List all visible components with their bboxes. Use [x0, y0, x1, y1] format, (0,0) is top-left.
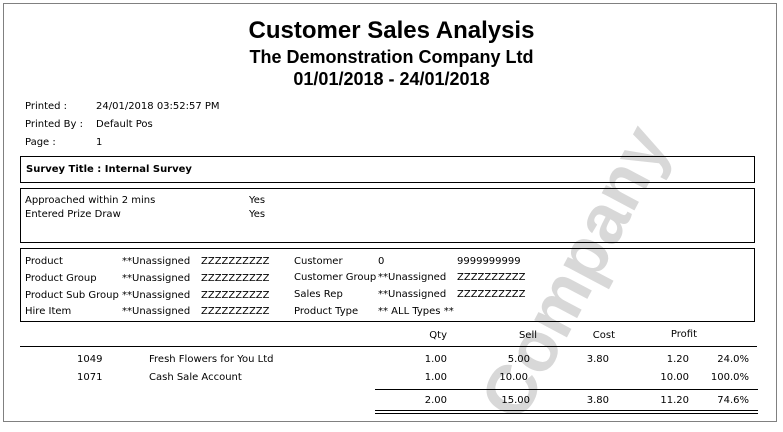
- survey-answer: Yes: [249, 209, 266, 220]
- printed-value: 24/01/2018 03:52:57 PM: [96, 101, 220, 112]
- col-qty-header: Qty: [429, 330, 447, 341]
- filter-label: Customer: [294, 256, 343, 267]
- filter-to: ZZZZZZZZZZ: [201, 306, 270, 317]
- total-profit-pct: 74.6%: [717, 395, 749, 406]
- filter-from: **Unassigned: [378, 272, 447, 283]
- filter-to: 9999999999: [457, 256, 521, 267]
- row-code: 1071: [77, 372, 103, 383]
- survey-answer: Yes: [249, 195, 266, 206]
- filter-from: **Unassigned: [122, 306, 191, 317]
- printed-by-label: Printed By :: [25, 119, 84, 130]
- survey-question: Entered Prize Draw: [25, 209, 121, 220]
- filter-label: Hire Item: [25, 306, 72, 317]
- row-code: 1049: [77, 354, 103, 365]
- row-customer-name: Fresh Flowers for You Ltd: [149, 354, 274, 365]
- total-qty: 2.00: [424, 395, 447, 406]
- col-sell-header: Sell: [518, 330, 537, 341]
- total-profit: 11.20: [660, 395, 689, 406]
- filter-from: **Unassigned: [122, 256, 191, 267]
- filter-to: ZZZZZZZZZZ: [201, 256, 270, 267]
- col-profit-header: Profit: [670, 329, 697, 340]
- filter-label: Sales Rep: [294, 289, 343, 300]
- row-customer-name: Cash Sale Account: [149, 372, 242, 383]
- totals-divider: [375, 389, 758, 390]
- row-profit: 1.20: [666, 354, 689, 365]
- row-qty: 1.00: [424, 354, 447, 365]
- printed-label: Printed :: [25, 101, 68, 112]
- report-title: Customer Sales Analysis: [248, 17, 535, 44]
- survey-title-box: [20, 156, 755, 183]
- filter-label: Product Group: [25, 273, 97, 284]
- totals-double-underline-top: [375, 410, 758, 411]
- filter-label: Customer Group: [294, 272, 377, 283]
- survey-answers-box: [20, 188, 755, 243]
- printed-by-value: Default Pos: [96, 119, 153, 130]
- row-qty: 1.00: [424, 372, 447, 383]
- totals-double-underline-bottom: [375, 413, 758, 414]
- filter-to: ZZZZZZZZZZ: [201, 273, 270, 284]
- filter-label: Product Type: [294, 306, 359, 317]
- filters-box: [20, 248, 755, 322]
- filter-from: **Unassigned: [122, 290, 191, 301]
- total-sell: 15.00: [501, 395, 530, 406]
- row-sell: 5.00: [507, 354, 530, 365]
- filter-to: ZZZZZZZZZZ: [201, 290, 270, 301]
- filter-label: Product Sub Group: [25, 290, 119, 301]
- filter-to: ZZZZZZZZZZ: [457, 289, 526, 300]
- col-cost-header: Cost: [592, 330, 615, 341]
- survey-title: Survey Title : Internal Survey: [26, 164, 192, 175]
- header-divider: [20, 346, 757, 347]
- filter-from: **Unassigned: [122, 273, 191, 284]
- filter-from: 0: [378, 256, 385, 267]
- row-profit: 10.00: [660, 372, 689, 383]
- survey-question: Approached within 2 mins: [25, 195, 156, 206]
- filter-from: ** ALL Types **: [378, 306, 454, 317]
- filter-label: Product: [25, 256, 63, 267]
- company-name: The Demonstration Company Ltd: [249, 47, 534, 67]
- date-range: 01/01/2018 - 24/01/2018: [293, 69, 490, 89]
- row-profit-pct: 24.0%: [717, 354, 749, 365]
- row-cost: 3.80: [586, 354, 609, 365]
- row-profit-pct: 100.0%: [710, 372, 749, 383]
- filter-from: **Unassigned: [378, 289, 447, 300]
- row-sell: 10.00: [499, 372, 528, 383]
- total-cost: 3.80: [586, 395, 609, 406]
- report-frame: [3, 3, 777, 422]
- page-value: 1: [96, 137, 103, 148]
- filter-to: ZZZZZZZZZZ: [457, 272, 526, 283]
- page-label: Page :: [25, 137, 56, 148]
